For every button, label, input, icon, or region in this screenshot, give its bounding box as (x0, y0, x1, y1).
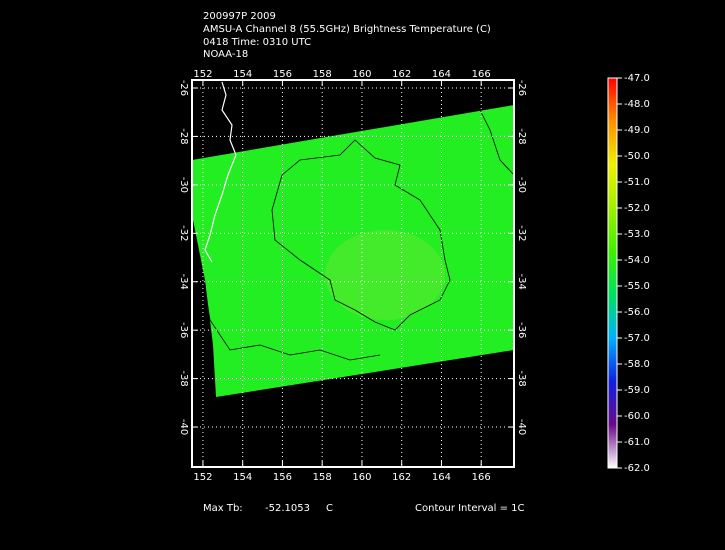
x-tick-label: 160 (352, 69, 371, 80)
max-tb-value: -52.1053 (265, 503, 310, 514)
colorbar-label: -59.0 (624, 385, 650, 396)
colorbar (607, 77, 618, 469)
x-tick-label: 156 (273, 472, 292, 483)
x-tick-label: 166 (472, 69, 491, 80)
y-tick-label: -40 (178, 419, 189, 435)
colorbar-label: -57.0 (624, 333, 650, 344)
x-tick-label: 164 (432, 69, 451, 80)
colorbar-label: -50.0 (624, 151, 650, 162)
colorbar-label: -48.0 (624, 99, 650, 110)
colorbar-label: -62.0 (624, 463, 650, 474)
y-tick-label: -26 (516, 80, 527, 96)
x-tick-label: 156 (273, 69, 292, 80)
x-tick-label: 162 (392, 69, 411, 80)
x-tick-label: 166 (472, 472, 491, 483)
colorbar-label: -51.0 (624, 177, 650, 188)
title-line: 200997P 2009 (203, 11, 276, 22)
colorbar-label: -53.0 (624, 229, 650, 240)
colorbar-label: -58.0 (624, 359, 650, 370)
contour (191, 229, 381, 361)
y-tick-label: -36 (516, 322, 527, 338)
y-tick-label: -34 (178, 274, 189, 290)
contour (271, 139, 451, 331)
y-tick-label: -34 (516, 274, 527, 290)
map-frame (191, 79, 515, 468)
x-tick-label: 158 (313, 69, 332, 80)
y-tick-label: -38 (516, 370, 527, 386)
contour (479, 109, 515, 176)
contour-note: Contour Interval = 1C (415, 503, 525, 514)
title-line: 0418 Time: 0310 UTC (203, 37, 311, 48)
colorbar-label: -61.0 (624, 437, 650, 448)
y-tick-label: -40 (516, 419, 527, 435)
x-tick-label: 154 (233, 472, 252, 483)
y-tick-label: -30 (516, 177, 527, 193)
x-tick-label: 162 (392, 472, 411, 483)
title-line: NOAA-18 (203, 49, 248, 60)
x-tick-label: 158 (313, 472, 332, 483)
y-tick-label: -30 (178, 177, 189, 193)
colorbar-label: -54.0 (624, 255, 650, 266)
colorbar-label: -60.0 (624, 411, 650, 422)
x-tick-label: 152 (193, 69, 212, 80)
y-tick-label: -32 (178, 225, 189, 241)
colorbar-label: -55.0 (624, 281, 650, 292)
max-tb-label: Max Tb: (203, 503, 243, 514)
x-tick-label: 160 (352, 472, 371, 483)
title-line: AMSU-A Channel 8 (55.5GHz) Brightness Te… (203, 24, 491, 35)
x-tick-label: 164 (432, 472, 451, 483)
colorbar-label: -49.0 (624, 125, 650, 136)
coastline (204, 81, 237, 263)
y-tick-label: -28 (516, 128, 527, 144)
x-tick-label: 154 (233, 69, 252, 80)
colorbar-label: -52.0 (624, 203, 650, 214)
y-tick-label: -36 (178, 322, 189, 338)
x-tick-label: 152 (193, 472, 212, 483)
y-tick-label: -38 (178, 370, 189, 386)
y-tick-label: -26 (178, 80, 189, 96)
warm-core (325, 230, 445, 320)
colorbar-label: -56.0 (624, 307, 650, 318)
y-tick-label: -32 (516, 225, 527, 241)
colorbar-label: -47.0 (624, 73, 650, 84)
max-tb-unit: C (326, 503, 333, 514)
y-tick-label: -28 (178, 128, 189, 144)
